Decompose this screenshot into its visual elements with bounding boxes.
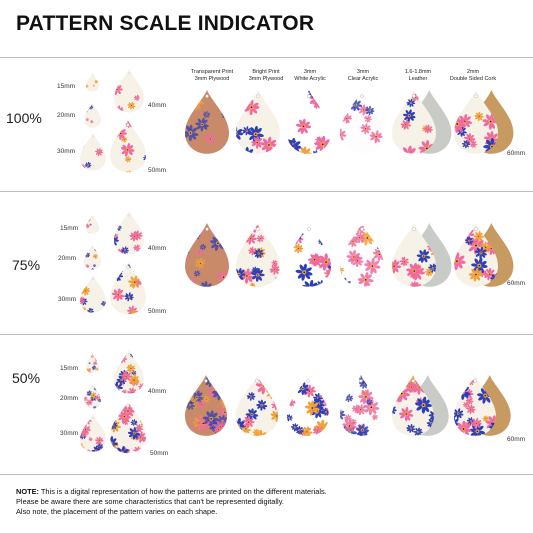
scale-label-75: 75%: [12, 257, 41, 273]
size-label-20mm: 20mm: [57, 112, 76, 119]
material-drop: [185, 90, 229, 154]
size-label-50mm: 50mm: [148, 308, 167, 315]
size-label-15mm: 15mm: [60, 225, 79, 232]
size-drop-50mm: [110, 120, 146, 173]
note-line1: This is a digital representation of how …: [40, 487, 327, 496]
size-label-50mm: 50mm: [150, 450, 169, 457]
material-drop: [185, 375, 227, 436]
material-label: 3mm White Acrylic: [294, 69, 326, 82]
material-drop: [236, 223, 280, 287]
size-drop-15mm: [86, 354, 99, 373]
size-label-15mm: 15mm: [60, 365, 79, 372]
note-prefix: NOTE:: [16, 487, 39, 496]
size-label-60mm: 60mm: [507, 280, 526, 287]
material-drop: [236, 375, 278, 436]
material-label: Bright Print 3mm Plywood: [248, 69, 284, 82]
size-drop-50mm: [110, 401, 146, 454]
size-label-50mm: 50mm: [148, 167, 167, 174]
note-line2: Please be aware there are some character…: [16, 497, 284, 506]
material-drop: [340, 223, 384, 287]
size-drop-30mm: [80, 414, 106, 452]
scale-label-50: 50%: [12, 370, 41, 386]
size-drop-15mm: [86, 73, 99, 92]
size-label-30mm: 30mm: [57, 148, 76, 155]
size-drop-20mm: [84, 245, 101, 270]
size-label-15mm: 15mm: [57, 83, 76, 90]
size-label-20mm: 20mm: [58, 255, 77, 262]
size-drop-40mm: [114, 350, 144, 394]
material-drop: [185, 223, 229, 287]
size-drop-15mm: [86, 215, 99, 234]
size-drop-50mm: [110, 262, 146, 315]
note: NOTE: This is a digital representation o…: [16, 487, 526, 517]
material-label: 2mm Double Sided Cork: [449, 69, 497, 82]
divider-row1: [0, 191, 533, 192]
size-drop-40mm: [114, 211, 144, 255]
material-drop: [392, 375, 449, 436]
material-drop: [340, 90, 384, 154]
divider-top: [0, 57, 533, 58]
size-label-30mm: 30mm: [60, 430, 79, 437]
material-drop: [236, 90, 280, 154]
size-label-40mm: 40mm: [148, 388, 167, 395]
material-drop: [340, 375, 382, 436]
size-drop-30mm: [80, 133, 106, 171]
size-drop-20mm: [84, 384, 101, 409]
material-drop: [392, 90, 452, 154]
scale-label-100: 100%: [6, 110, 42, 126]
material-drop: [287, 375, 329, 436]
size-label-60mm: 60mm: [507, 150, 526, 157]
material-drop: [392, 223, 452, 287]
size-drop-20mm: [84, 103, 101, 128]
material-drop: [454, 90, 514, 154]
size-label-40mm: 40mm: [148, 102, 167, 109]
size-label-40mm: 40mm: [148, 245, 167, 252]
material-drop: [287, 223, 331, 287]
material-label: 1.6-1.8mm Leather: [404, 69, 432, 82]
divider-row3: [0, 474, 533, 475]
material-label: 3mm Clear Acrylic: [347, 69, 379, 82]
size-label-30mm: 30mm: [58, 296, 77, 303]
size-drop-30mm: [80, 275, 106, 313]
note-line3: Also note, the placement of the pattern …: [16, 507, 218, 516]
material-drop: [287, 90, 331, 154]
material-drop: [454, 375, 511, 436]
size-label-60mm: 60mm: [507, 436, 526, 443]
page-title: PATTERN SCALE INDICATOR: [16, 12, 315, 35]
divider-row2: [0, 334, 533, 335]
size-drop-40mm: [114, 69, 144, 113]
material-drop: [454, 223, 514, 287]
size-label-20mm: 20mm: [60, 395, 79, 402]
material-label: Transparent Print 3mm Plywood: [190, 69, 234, 82]
